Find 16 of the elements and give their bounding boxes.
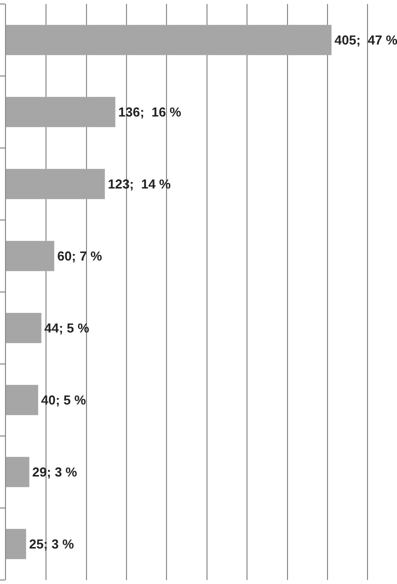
- data-label: 123; 14 %: [108, 176, 172, 192]
- bar: [6, 456, 30, 488]
- bar: [6, 168, 105, 200]
- bar: [6, 528, 26, 560]
- data-label: 60; 7 %: [57, 248, 102, 264]
- bar: [6, 384, 38, 416]
- data-label: 40; 5 %: [41, 392, 86, 408]
- bar: [6, 24, 332, 56]
- bar: [6, 240, 54, 272]
- data-label: 29; 3 %: [32, 464, 78, 480]
- bar: [6, 96, 116, 128]
- data-label: 136; 16 %: [118, 104, 182, 120]
- data-label: 405; 47 %: [334, 32, 397, 48]
- data-label: 44; 5 %: [44, 320, 90, 336]
- bar: [6, 312, 42, 344]
- data-label: 25; 3 %: [29, 536, 74, 552]
